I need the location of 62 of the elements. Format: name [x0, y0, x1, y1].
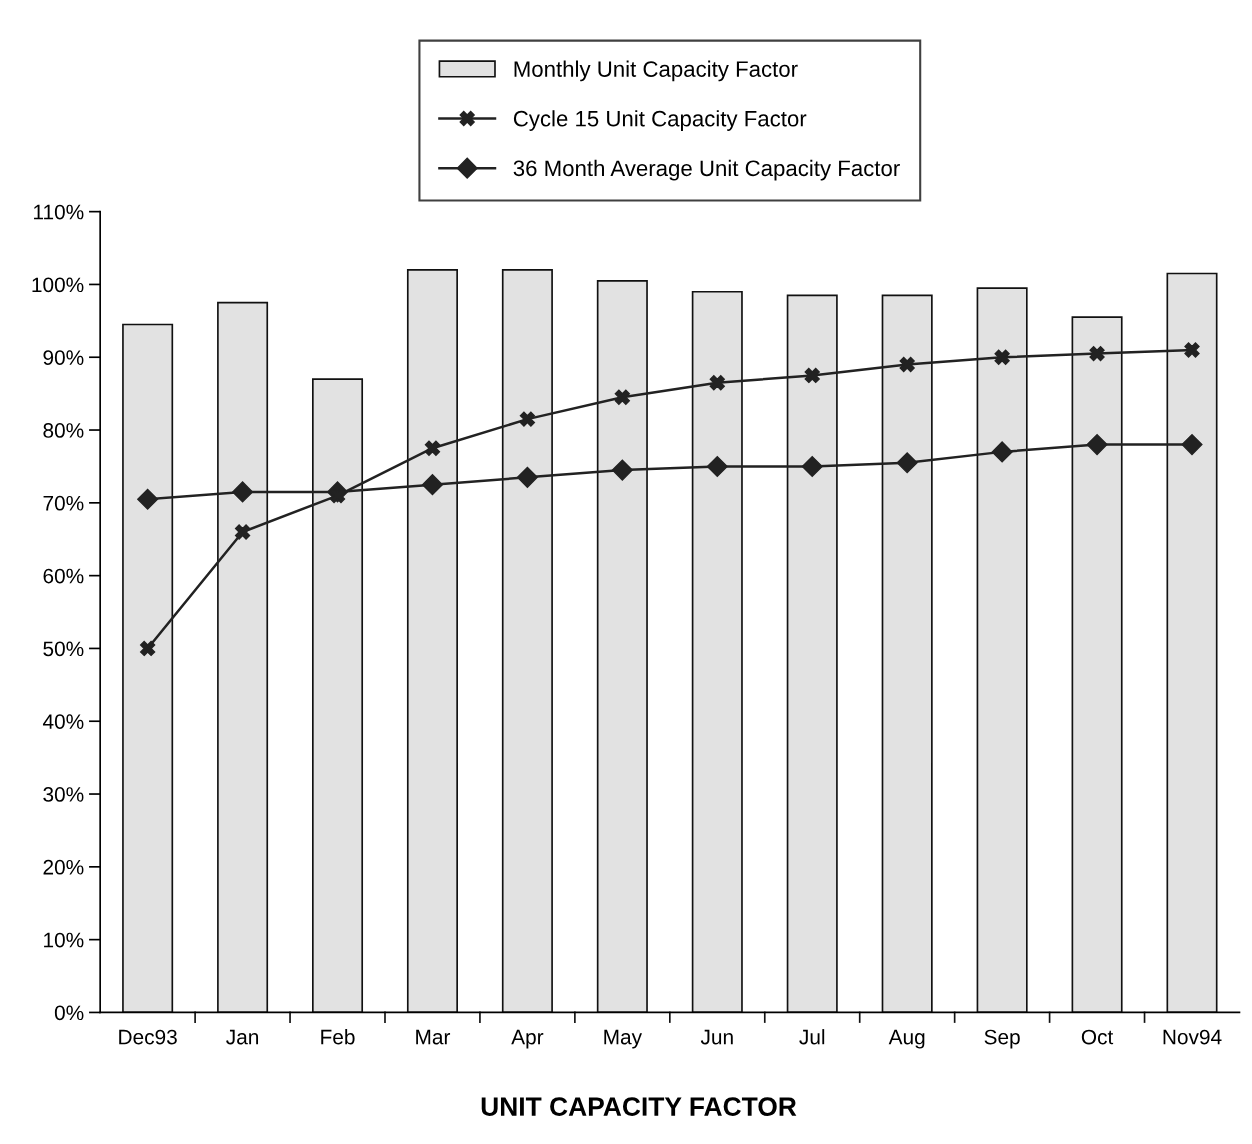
point [991, 441, 1013, 463]
x-tick-label: Apr [511, 1029, 544, 1049]
point [1184, 342, 1200, 358]
y-tick-label: 100% [32, 277, 84, 293]
x-tick-label: Nov94 [1163, 1029, 1222, 1045]
point [801, 455, 823, 477]
point [896, 452, 918, 474]
legend-label: Cycle 15 Unit Capacity Factor [513, 110, 807, 131]
x-tick-label: Jun [700, 1029, 733, 1045]
y-tick-label: 0% [54, 1005, 84, 1021]
x-tick-label: Sep [984, 1029, 1020, 1049]
point [706, 455, 728, 477]
legend-label: 36 Month Average Unit Capacity Factor [513, 159, 900, 181]
bar [311, 378, 364, 1013]
point [232, 481, 254, 503]
point [1089, 345, 1105, 362]
bar [1166, 272, 1218, 1013]
point [519, 411, 536, 427]
x-tick-label: Oct [1081, 1029, 1114, 1045]
y-tick-label: 110% [34, 204, 84, 220]
bar [881, 294, 933, 1013]
point [516, 466, 538, 488]
point [137, 488, 159, 510]
point [1181, 434, 1203, 456]
y-tick-label: 50% [43, 641, 84, 657]
bar [406, 269, 458, 1013]
y-tick-label: 10% [44, 932, 84, 948]
point [899, 356, 915, 373]
point [611, 459, 633, 481]
point [421, 474, 443, 496]
bar [217, 301, 269, 1013]
point [614, 389, 630, 405]
y-tick-label: 70% [43, 495, 84, 511]
point [994, 349, 1010, 365]
x-tick-label: Dec93 [119, 1029, 177, 1045]
legend-label: Monthly Unit Capacity Factor [514, 60, 798, 82]
x-tick-label: Feb [321, 1029, 355, 1045]
text: UNIT CAPACITY FACTOR [481, 1097, 797, 1116]
x-tick-label: May [604, 1029, 642, 1049]
bar [976, 287, 1028, 1013]
x-tick-label: Jan [226, 1029, 259, 1045]
x-tick-label: Aug [888, 1029, 925, 1049]
y-tick-label: 80% [43, 423, 84, 438]
x-tick-label: Mar [416, 1029, 451, 1045]
bar [786, 294, 838, 1013]
point [139, 640, 156, 657]
y-tick-label: 20% [43, 859, 84, 875]
bar [596, 279, 648, 1013]
y-tick-label: 90% [43, 350, 84, 365]
y-tick-label: 40% [42, 714, 84, 729]
bar [122, 323, 174, 1013]
point [804, 367, 820, 384]
bar [501, 269, 553, 1013]
point [234, 524, 251, 540]
x-tick-label: Jul [799, 1029, 825, 1045]
point [709, 375, 725, 391]
y-tick-label: 30% [43, 787, 84, 802]
point [424, 440, 441, 456]
bar [691, 290, 743, 1013]
point [1086, 434, 1108, 456]
bar [1071, 316, 1123, 1013]
y-tick-label: 60% [43, 568, 84, 584]
